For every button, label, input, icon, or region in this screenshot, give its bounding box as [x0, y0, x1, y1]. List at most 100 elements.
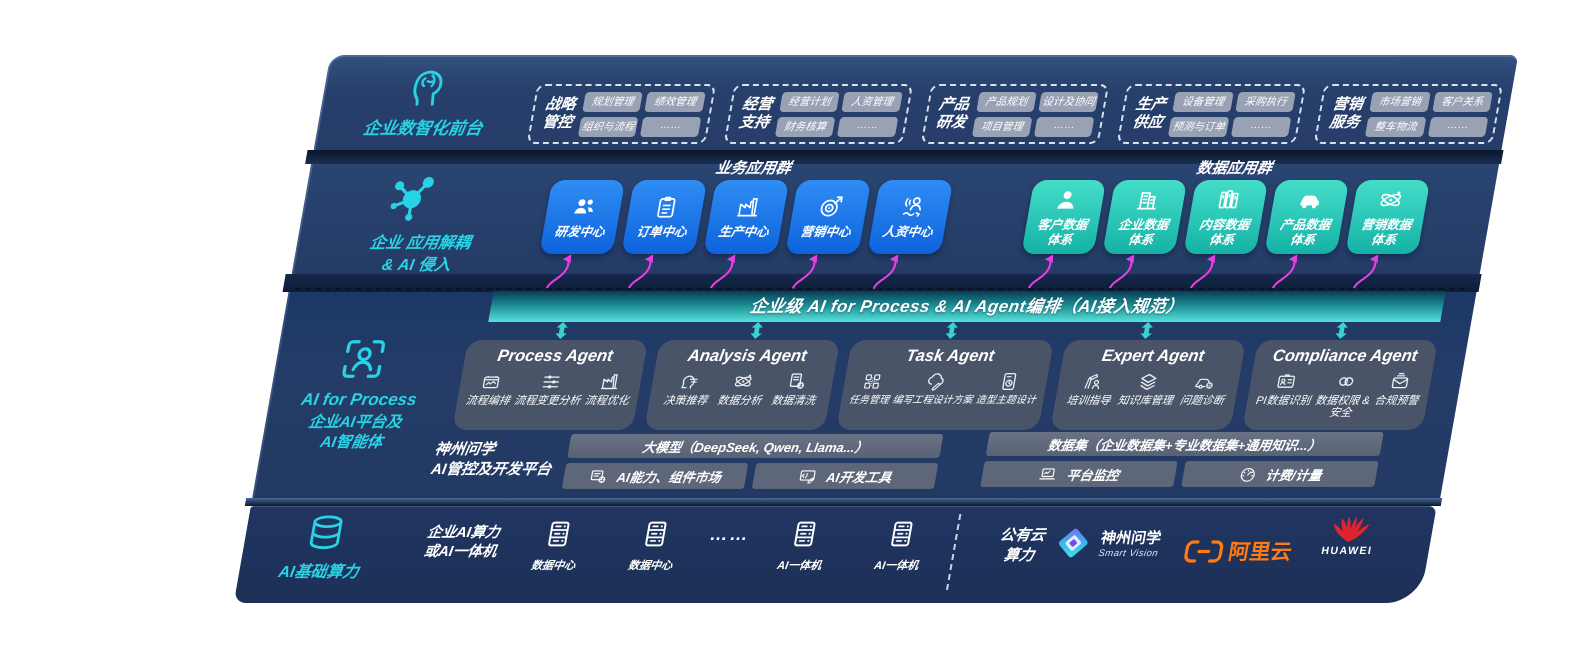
agent-card-process: Process Agent 流程编排 流程变更分析 流程优化	[452, 340, 649, 430]
car-icon	[1294, 187, 1325, 213]
boundary-dashed-line	[294, 288, 1466, 290]
data-box-label: 营销数据 体系	[1360, 217, 1413, 247]
agent-item: 决策推荐	[662, 371, 712, 407]
front-group-title: 经营 支持	[737, 96, 774, 131]
front-group-item: 采购执行	[1235, 91, 1297, 112]
tablet-design-icon	[997, 371, 1022, 392]
front-group-supply: 生产 供应 设备管理 采购执行 预测与订单 ……	[1116, 84, 1307, 144]
smart-vision-diamond-icon	[1058, 528, 1088, 558]
agent-item: 流程变更分析	[513, 371, 585, 407]
front-group-title: 产品 研发	[934, 96, 971, 131]
database-icon	[301, 512, 351, 556]
gauge-icon	[1236, 465, 1258, 484]
agent-item-label: 数据权限 & 安全	[1314, 395, 1371, 420]
app-box-rnd-center: 研发中心	[539, 180, 626, 254]
agent-item-label: 编写工程设计方案	[891, 395, 974, 406]
agent-card-expert: Expert Agent 培训指导 知识库管理 问题诊断	[1050, 340, 1246, 430]
front-group-item: 人资管理	[841, 91, 903, 112]
sliders-icon	[538, 371, 563, 392]
front-group-item: 设备管理	[1172, 91, 1234, 112]
data-box-marketing: 营销数据 体系	[1345, 180, 1431, 254]
band-edge	[244, 498, 1443, 506]
compute-stage-label: AI基础算力	[277, 564, 361, 581]
task-grid-icon	[860, 371, 885, 392]
flow-arrow-icon	[709, 254, 736, 290]
front-group-item: ……	[837, 116, 899, 137]
updown-arrow-icon	[555, 322, 568, 339]
front-group-item: 市场营销	[1369, 91, 1431, 112]
updown-arrow-icon	[1335, 322, 1348, 339]
flow-arrow-icon	[1108, 254, 1135, 290]
flow-arrow-icon	[1027, 254, 1054, 290]
data-app-boxes: 客户数据 体系 企业数据 体系 内容数据 体系 产品数据 体系 营销数据 体系	[1021, 180, 1431, 254]
layers-icon	[1136, 371, 1161, 392]
agent-item-label: 培训指导	[1065, 395, 1112, 407]
agent-item: 造型主题设计	[975, 371, 1041, 406]
capability-bar-label: AI能力、组件市场	[615, 469, 723, 485]
books-icon	[1213, 187, 1244, 213]
model-bar: 大模型（DeepSeek, Qwen, Llama...）	[567, 434, 944, 458]
target-icon	[815, 194, 846, 220]
front-group-item: 整车物流	[1365, 116, 1427, 137]
front-group-item: ……	[1230, 116, 1292, 137]
front-group-title: 战略 管控	[540, 96, 578, 131]
data-box-enterprise: 企业数据 体系	[1102, 180, 1188, 254]
agent-item-label: 数据分析	[716, 395, 763, 407]
agent-item-label: 知识库管理	[1116, 395, 1174, 407]
agent-item-label: 任务管理	[847, 395, 890, 406]
agent-item: 流程编排	[465, 371, 515, 407]
business-app-boxes: 研发中心 订单中心 生产中心 营销中心 人资中心	[539, 180, 954, 254]
agent-item-label: 问题诊断	[1178, 395, 1225, 407]
monitor-bar-label: 平台监控	[1065, 467, 1121, 483]
app-box-order-center: 订单中心	[621, 180, 708, 254]
smart-vision-name: 神州问学	[1099, 530, 1163, 547]
agent-item-label: 决策推荐	[662, 395, 709, 407]
front-group-item: 经营计划	[779, 91, 841, 112]
flow-arrow-icon	[627, 254, 654, 290]
band-edge	[305, 150, 1504, 164]
devtools-bar-label: AI开发工具	[825, 469, 893, 485]
ai-appliance-item: AI一体机	[763, 518, 843, 573]
flow-arrow-icon	[545, 254, 572, 290]
front-group-title: 生产 供应	[1131, 96, 1168, 131]
building-icon	[1132, 187, 1163, 213]
id-card-icon	[1274, 371, 1299, 392]
component-market-icon	[587, 467, 609, 486]
linked-rings-icon	[1334, 371, 1359, 392]
agent-item: PI数据识别	[1255, 371, 1316, 407]
platform-dataset-cluster: 数据集（企业数据集+专业数据集+通用知识...） 平台监控 计费/计量	[980, 432, 1384, 487]
front-group-item: ……	[1427, 116, 1489, 137]
updown-arrow-icon	[945, 322, 958, 339]
agent-item: 培训指导	[1065, 371, 1115, 407]
aliyun-bracket-icon	[1184, 539, 1224, 563]
mail-alert-icon	[1388, 371, 1413, 392]
flow-arrow-icon	[872, 254, 899, 290]
molecule-icon	[381, 170, 445, 224]
flow-arrow-icon	[1271, 254, 1298, 290]
data-group-title: 数据应用群	[1195, 160, 1274, 177]
smart-vision-subtitle: Smart Vision	[1097, 548, 1160, 559]
app-box-hr-center: 人资中心	[867, 180, 954, 254]
app-box-label: 营销中心	[799, 225, 852, 240]
server-icon	[786, 518, 824, 550]
front-group-item: 产品规划	[975, 91, 1037, 112]
capability-bar: AI能力、组件市场	[561, 463, 749, 489]
flow-chart-icon	[479, 371, 504, 392]
front-group-item: 规划管理	[582, 91, 644, 112]
person-scan-icon	[337, 336, 391, 382]
user-icon	[1051, 187, 1082, 213]
ai-stage-title: AI for Process	[299, 390, 419, 409]
agent-item-label: 流程变更分析	[513, 395, 582, 407]
document-gear-icon	[785, 371, 810, 392]
flow-arrow-icon	[1189, 254, 1216, 290]
agent-title: Process Agent	[496, 347, 615, 365]
agent-card-analysis: Analysis Agent 决策推荐 数据分析 数据清洗	[644, 340, 841, 430]
front-stage-groups: 战略 管控 规划管理 绩效管理 组织与流程 …… 经营 支持 经营计划 人资管理…	[526, 84, 1504, 144]
front-group-product: 产品 研发 产品规划 设计及协同 项目管理 ……	[920, 84, 1110, 144]
data-box-customer: 客户数据 体系	[1021, 180, 1107, 254]
agent-card-task: Task Agent 任务管理 编写工程设计方案 造型主题设计	[836, 340, 1054, 430]
aliyun-logo: 阿里云	[1182, 536, 1294, 566]
huawei-wordmark: HUAWEI	[1320, 545, 1374, 557]
